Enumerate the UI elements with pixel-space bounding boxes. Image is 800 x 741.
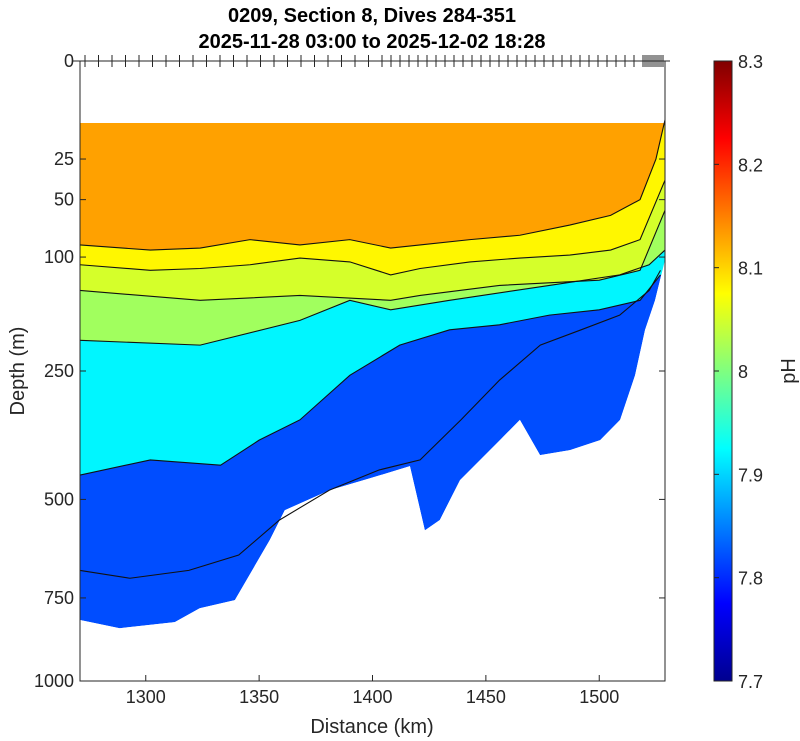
chart-title-line-1: 0209, Section 8, Dives 284-351	[228, 5, 516, 27]
y-tick-label: 750	[44, 588, 74, 608]
x-tick-label: 1450	[466, 687, 506, 707]
x-tick-label: 1500	[579, 687, 619, 707]
contour-line-7.95	[80, 274, 661, 476]
colorbar-tick-label: 8	[738, 362, 748, 382]
colorbar: 7.7 7.8 7.9 8 8.1 8.2 8.3 pH	[713, 52, 800, 692]
contour-lines	[80, 119, 665, 579]
contour-line-8.05	[80, 210, 665, 301]
colorbar-tick-label: 7.7	[738, 672, 763, 692]
x-tick-label: 1350	[239, 687, 279, 707]
y-axis-label: Depth (m)	[7, 327, 29, 416]
x-tick-label: 1300	[126, 687, 166, 707]
dive-ticks	[72, 55, 670, 67]
colorbar-tick-label: 7.8	[738, 569, 763, 589]
x-tick-label: 1400	[352, 687, 392, 707]
x-axis-label: Distance (km)	[310, 716, 433, 738]
no-data-region	[80, 259, 665, 681]
ph-band	[80, 119, 665, 251]
y-tick-label: 50	[54, 190, 74, 210]
contour-line-8.0	[80, 249, 665, 346]
y-tick-label: 100	[44, 247, 74, 267]
plot-area	[80, 61, 665, 681]
chart-title-line-2: 2025-11-28 03:00 to 2025-12-02 18:28	[199, 31, 546, 53]
contour-line-8.07	[80, 180, 665, 276]
y-axis: 0 25 50 100 250 500 750 1000	[34, 51, 665, 691]
no-data-surface	[80, 61, 665, 123]
colorbar-tick-label: 8.1	[738, 259, 763, 279]
x-axis: 1300 1350 1400 1450 1500	[126, 675, 619, 707]
contour-line-8.1	[80, 119, 665, 251]
contour-line-7.9	[80, 270, 661, 579]
colorbar-tick-label: 8.2	[738, 155, 763, 175]
colorbar-label: pH	[778, 358, 800, 384]
y-tick-label: 25	[54, 149, 74, 169]
y-tick-label: 1000	[34, 671, 74, 691]
y-tick-label: 250	[44, 361, 74, 381]
y-tick-label: 500	[44, 489, 74, 509]
colorbar-tick-label: 8.3	[738, 52, 763, 72]
y-tick-label: 0	[64, 51, 74, 71]
colorbar-tick-label: 7.9	[738, 465, 763, 485]
